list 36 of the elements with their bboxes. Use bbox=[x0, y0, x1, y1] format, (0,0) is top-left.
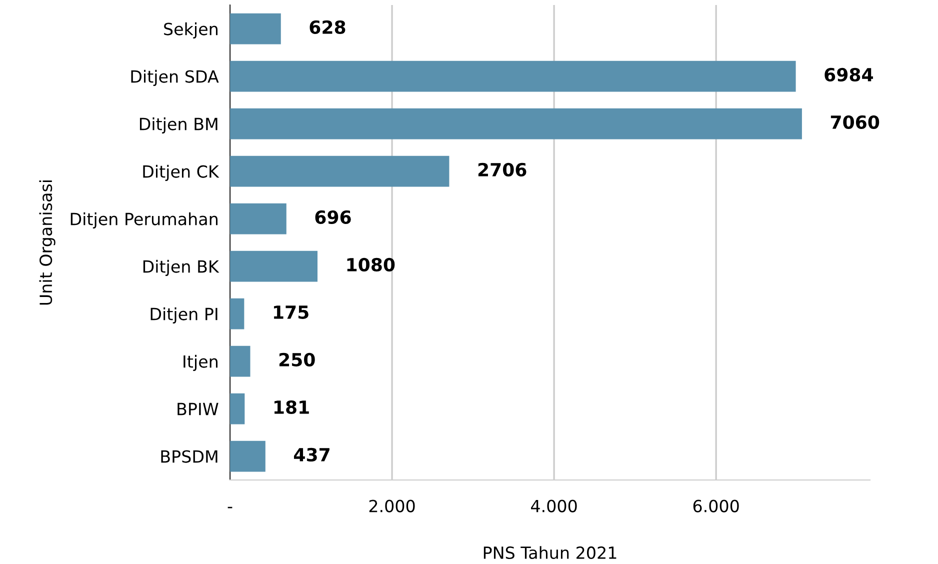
y-axis-title: Unit Organisasi bbox=[39, 180, 56, 305]
bar bbox=[230, 108, 802, 140]
data-label: 175 bbox=[274, 306, 308, 319]
bar bbox=[230, 393, 245, 424]
bar bbox=[230, 250, 318, 282]
data-label: 1080 bbox=[347, 258, 395, 272]
bar bbox=[230, 440, 266, 472]
bar bbox=[230, 298, 244, 330]
data-label: 7060 bbox=[830, 115, 880, 129]
bar bbox=[230, 60, 796, 92]
bar bbox=[230, 156, 450, 187]
data-label: 696 bbox=[315, 210, 351, 224]
y-tick-label: Ditjen CK bbox=[143, 164, 220, 182]
data-label: 628 bbox=[310, 20, 346, 34]
y-tick-label: BPIW bbox=[178, 402, 218, 416]
data-label: 2706 bbox=[478, 162, 526, 176]
data-label: 437 bbox=[294, 448, 330, 462]
data-label: 250 bbox=[279, 352, 315, 366]
y-tick-label: Ditjen Perumahan bbox=[70, 212, 218, 229]
bar bbox=[230, 13, 281, 44]
y-tick-label: Ditjen SDA bbox=[131, 70, 219, 86]
y-tick-label: Ditjen BM bbox=[140, 117, 218, 134]
y-tick-label: BPSDM bbox=[161, 450, 218, 463]
x-tick-label: 6.000 bbox=[693, 500, 739, 512]
y-tick-label: Ditjen BK bbox=[143, 260, 220, 276]
x-axis-title: PNS Tahun 2021 bbox=[484, 546, 616, 560]
data-label: 6984 bbox=[824, 68, 873, 82]
x-tick-label: 4.000 bbox=[531, 500, 577, 512]
y-tick-label: Sekjen bbox=[164, 22, 218, 39]
bar bbox=[230, 203, 286, 234]
y-tick-label: Itjen bbox=[184, 354, 218, 372]
y-tick-label: Ditjen PI bbox=[150, 307, 218, 324]
x-tick-label: - bbox=[228, 506, 232, 508]
x-tick-label: 2.000 bbox=[369, 500, 415, 512]
data-label: 181 bbox=[274, 400, 309, 414]
bar bbox=[230, 346, 250, 377]
